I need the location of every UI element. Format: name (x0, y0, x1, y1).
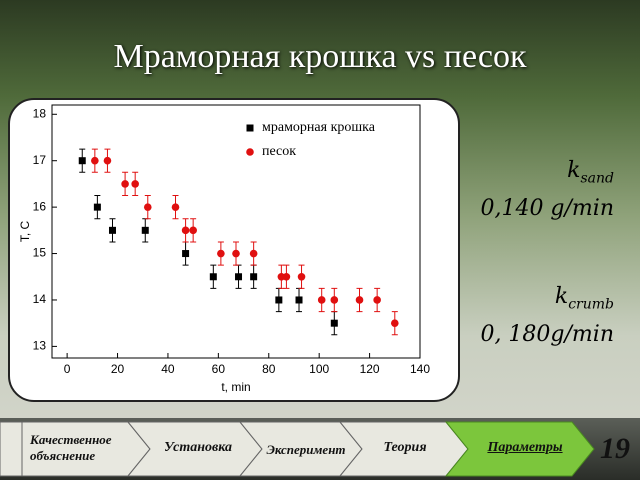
point (373, 296, 381, 304)
y-tick-label: 15 (33, 246, 47, 260)
point (141, 226, 149, 234)
point (297, 272, 306, 281)
x-tick-label: 20 (111, 362, 125, 376)
point (209, 273, 217, 281)
nav-tab[interactable]: Установка (164, 440, 232, 455)
point (355, 296, 364, 304)
y-tick-label: 17 (33, 153, 47, 167)
plot-frame (51, 104, 421, 359)
nav-shapes (0, 421, 595, 477)
x-tick-label: 40 (161, 362, 175, 376)
point (217, 249, 225, 258)
point (181, 226, 190, 235)
point (275, 296, 283, 304)
point (330, 319, 338, 327)
subscript: sand (580, 170, 614, 187)
point (295, 296, 303, 304)
point (249, 249, 258, 258)
y-tick-label: 14 (33, 292, 47, 306)
symbol: k (554, 284, 569, 309)
x-tick-label: 120 (360, 362, 380, 376)
point (108, 226, 116, 234)
x-tick-label: 80 (262, 362, 276, 376)
point (250, 273, 258, 281)
point (103, 156, 112, 165)
point (171, 203, 180, 211)
slide-title: Мраморная крошка vs песок (113, 38, 527, 75)
point (232, 249, 240, 258)
point (91, 156, 99, 165)
point (390, 319, 399, 327)
chart: 0 20 40 60 80 100 120 140 13 14 15 16 17 18 t, min T, C… (18, 104, 430, 394)
x-tick-label: 140 (410, 362, 430, 376)
y-tick-label: 18 (33, 106, 47, 120)
legend-marker (246, 148, 254, 156)
formula-value: 0,140 g/min (480, 196, 614, 222)
point (182, 250, 190, 258)
y-tick-label: 16 (33, 199, 47, 213)
y-tick-label: 13 (33, 339, 47, 353)
x-axis-label: t, min (221, 380, 250, 394)
formula: kcrumb 0, 180g/min (480, 284, 614, 347)
symbol: k (567, 158, 581, 183)
nav-tab[interactable]: Параметры (487, 440, 563, 455)
point (317, 296, 326, 304)
legend-label: мраморная крошка (262, 120, 376, 135)
point (235, 273, 243, 281)
point (282, 272, 291, 281)
point (131, 180, 139, 188)
nav-tab[interactable]: Качественное объяснение (30, 432, 112, 463)
x-tick-label: 60 (212, 362, 226, 376)
x-tick-label: 100 (309, 362, 329, 376)
legend-marker (246, 124, 254, 132)
formula: ksand 0,140 g/min (480, 158, 614, 221)
subscript: crumb (568, 296, 614, 313)
nav-tab[interactable]: Теория (383, 440, 427, 455)
nav-bar: Качественное объяснение Установка Экспер… (0, 418, 640, 480)
point (121, 180, 129, 188)
x-tick-label: 0 (64, 362, 71, 376)
page-number: 19 (600, 432, 630, 465)
point (189, 226, 197, 235)
legend-label: песок (262, 144, 296, 159)
point (78, 157, 86, 165)
formula-value: 0, 180g/min (480, 322, 614, 348)
y-axis-label: T, C (18, 221, 32, 243)
point (93, 203, 101, 211)
point (143, 203, 152, 211)
point (330, 296, 339, 304)
nav-tab[interactable]: Эксперимент (266, 442, 346, 457)
